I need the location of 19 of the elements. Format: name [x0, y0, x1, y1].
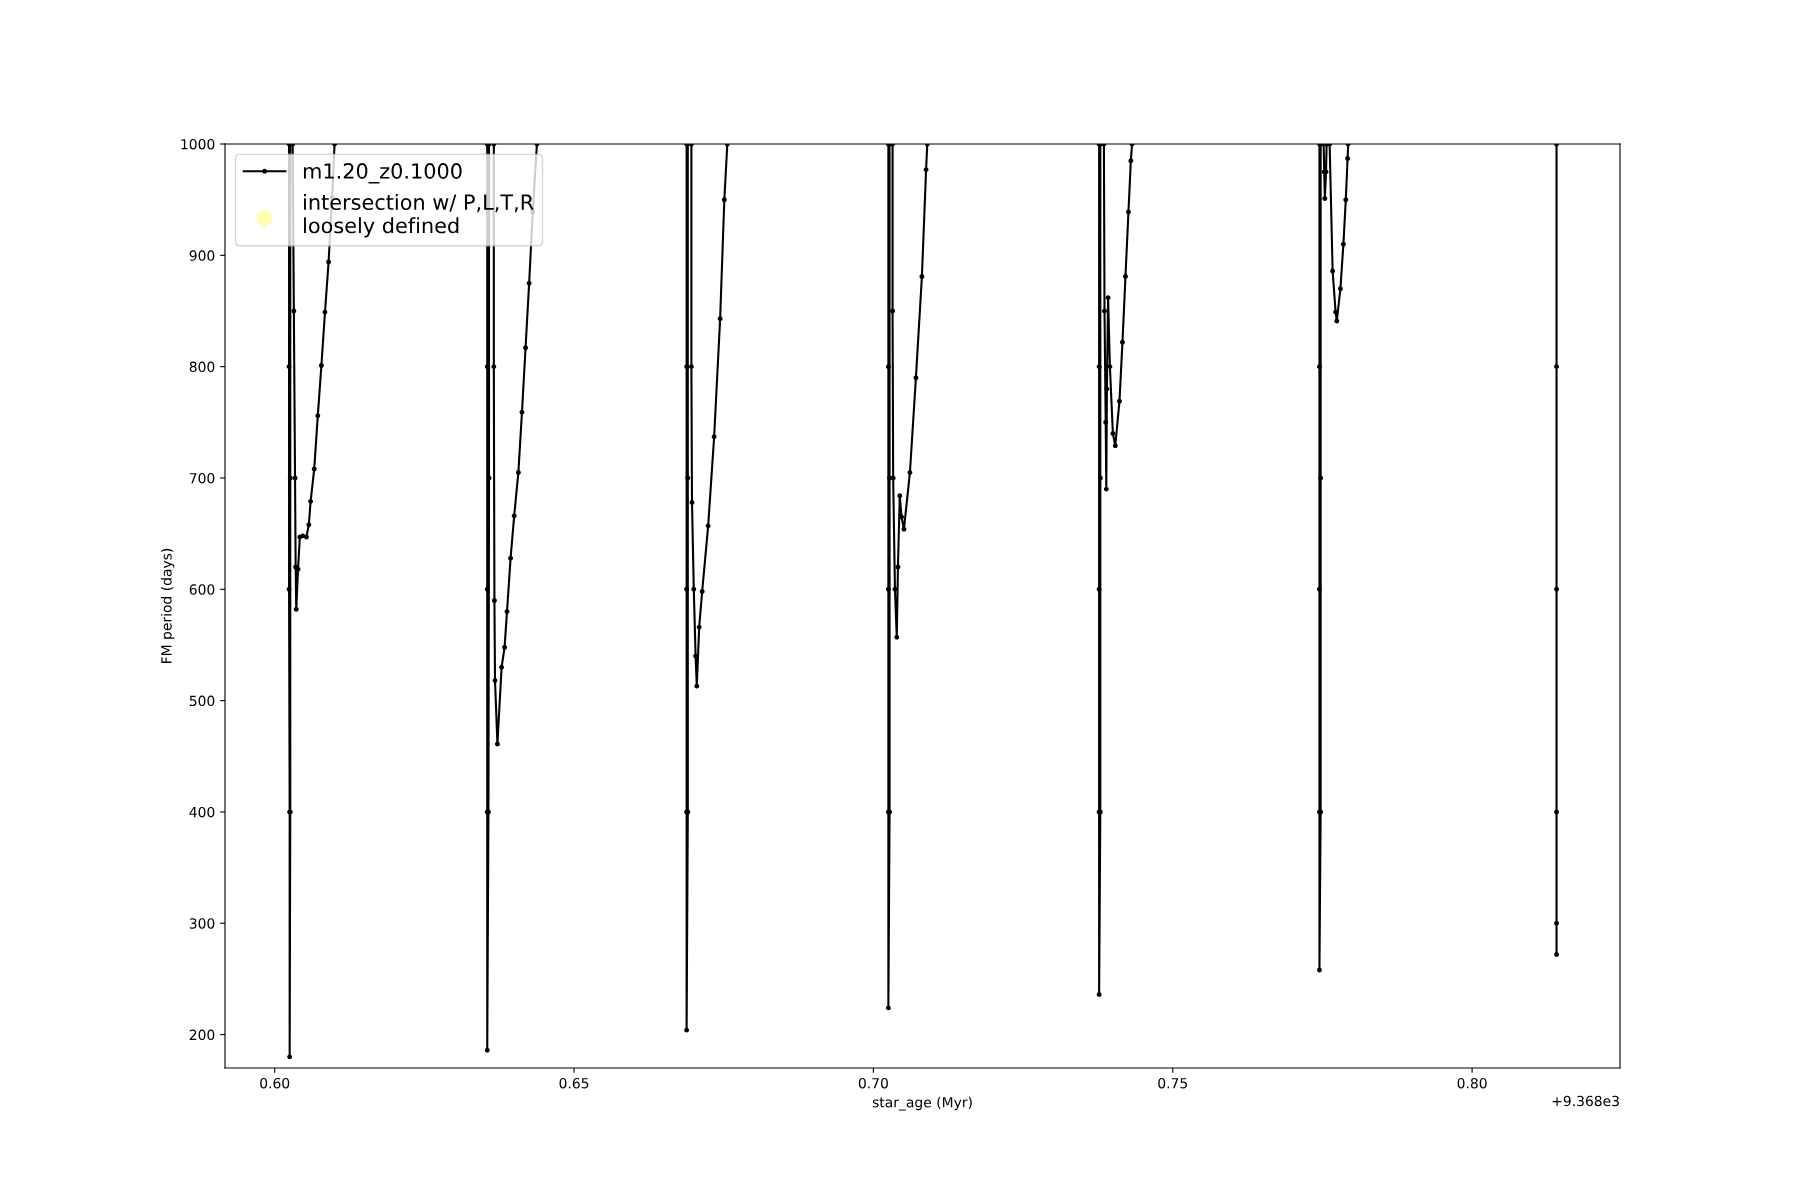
y-tick-label: 900: [189, 250, 215, 261]
y-tick-label: 700: [189, 472, 215, 484]
x-tick-label: 0.70: [858, 1077, 888, 1089]
x-tick-label: 0.75: [1158, 1077, 1188, 1089]
x-axis-title: star_age (Myr): [872, 1096, 972, 1111]
x-tick-label: 0.80: [1457, 1077, 1487, 1089]
y-tick-label: 600: [189, 584, 215, 595]
y-axis-title: FM period (days): [160, 548, 175, 663]
y-tick-label: 400: [189, 806, 215, 818]
legend-label: m1.20_z0.1000: [303, 163, 462, 184]
y-tick-label: 200: [189, 1029, 215, 1041]
y-tick-label: 1000: [181, 138, 215, 150]
legend-label: intersection w/ P,L,T,R loosely defined: [304, 193, 534, 238]
text: +9.368e3: [1552, 1095, 1619, 1107]
y-tick-label: 300: [189, 918, 215, 929]
y-tick-label: 800: [189, 361, 215, 373]
x-tick-label: 0.60: [260, 1077, 290, 1089]
x-tick-label: 0.65: [559, 1077, 589, 1089]
y-tick-label: 500: [189, 695, 215, 707]
